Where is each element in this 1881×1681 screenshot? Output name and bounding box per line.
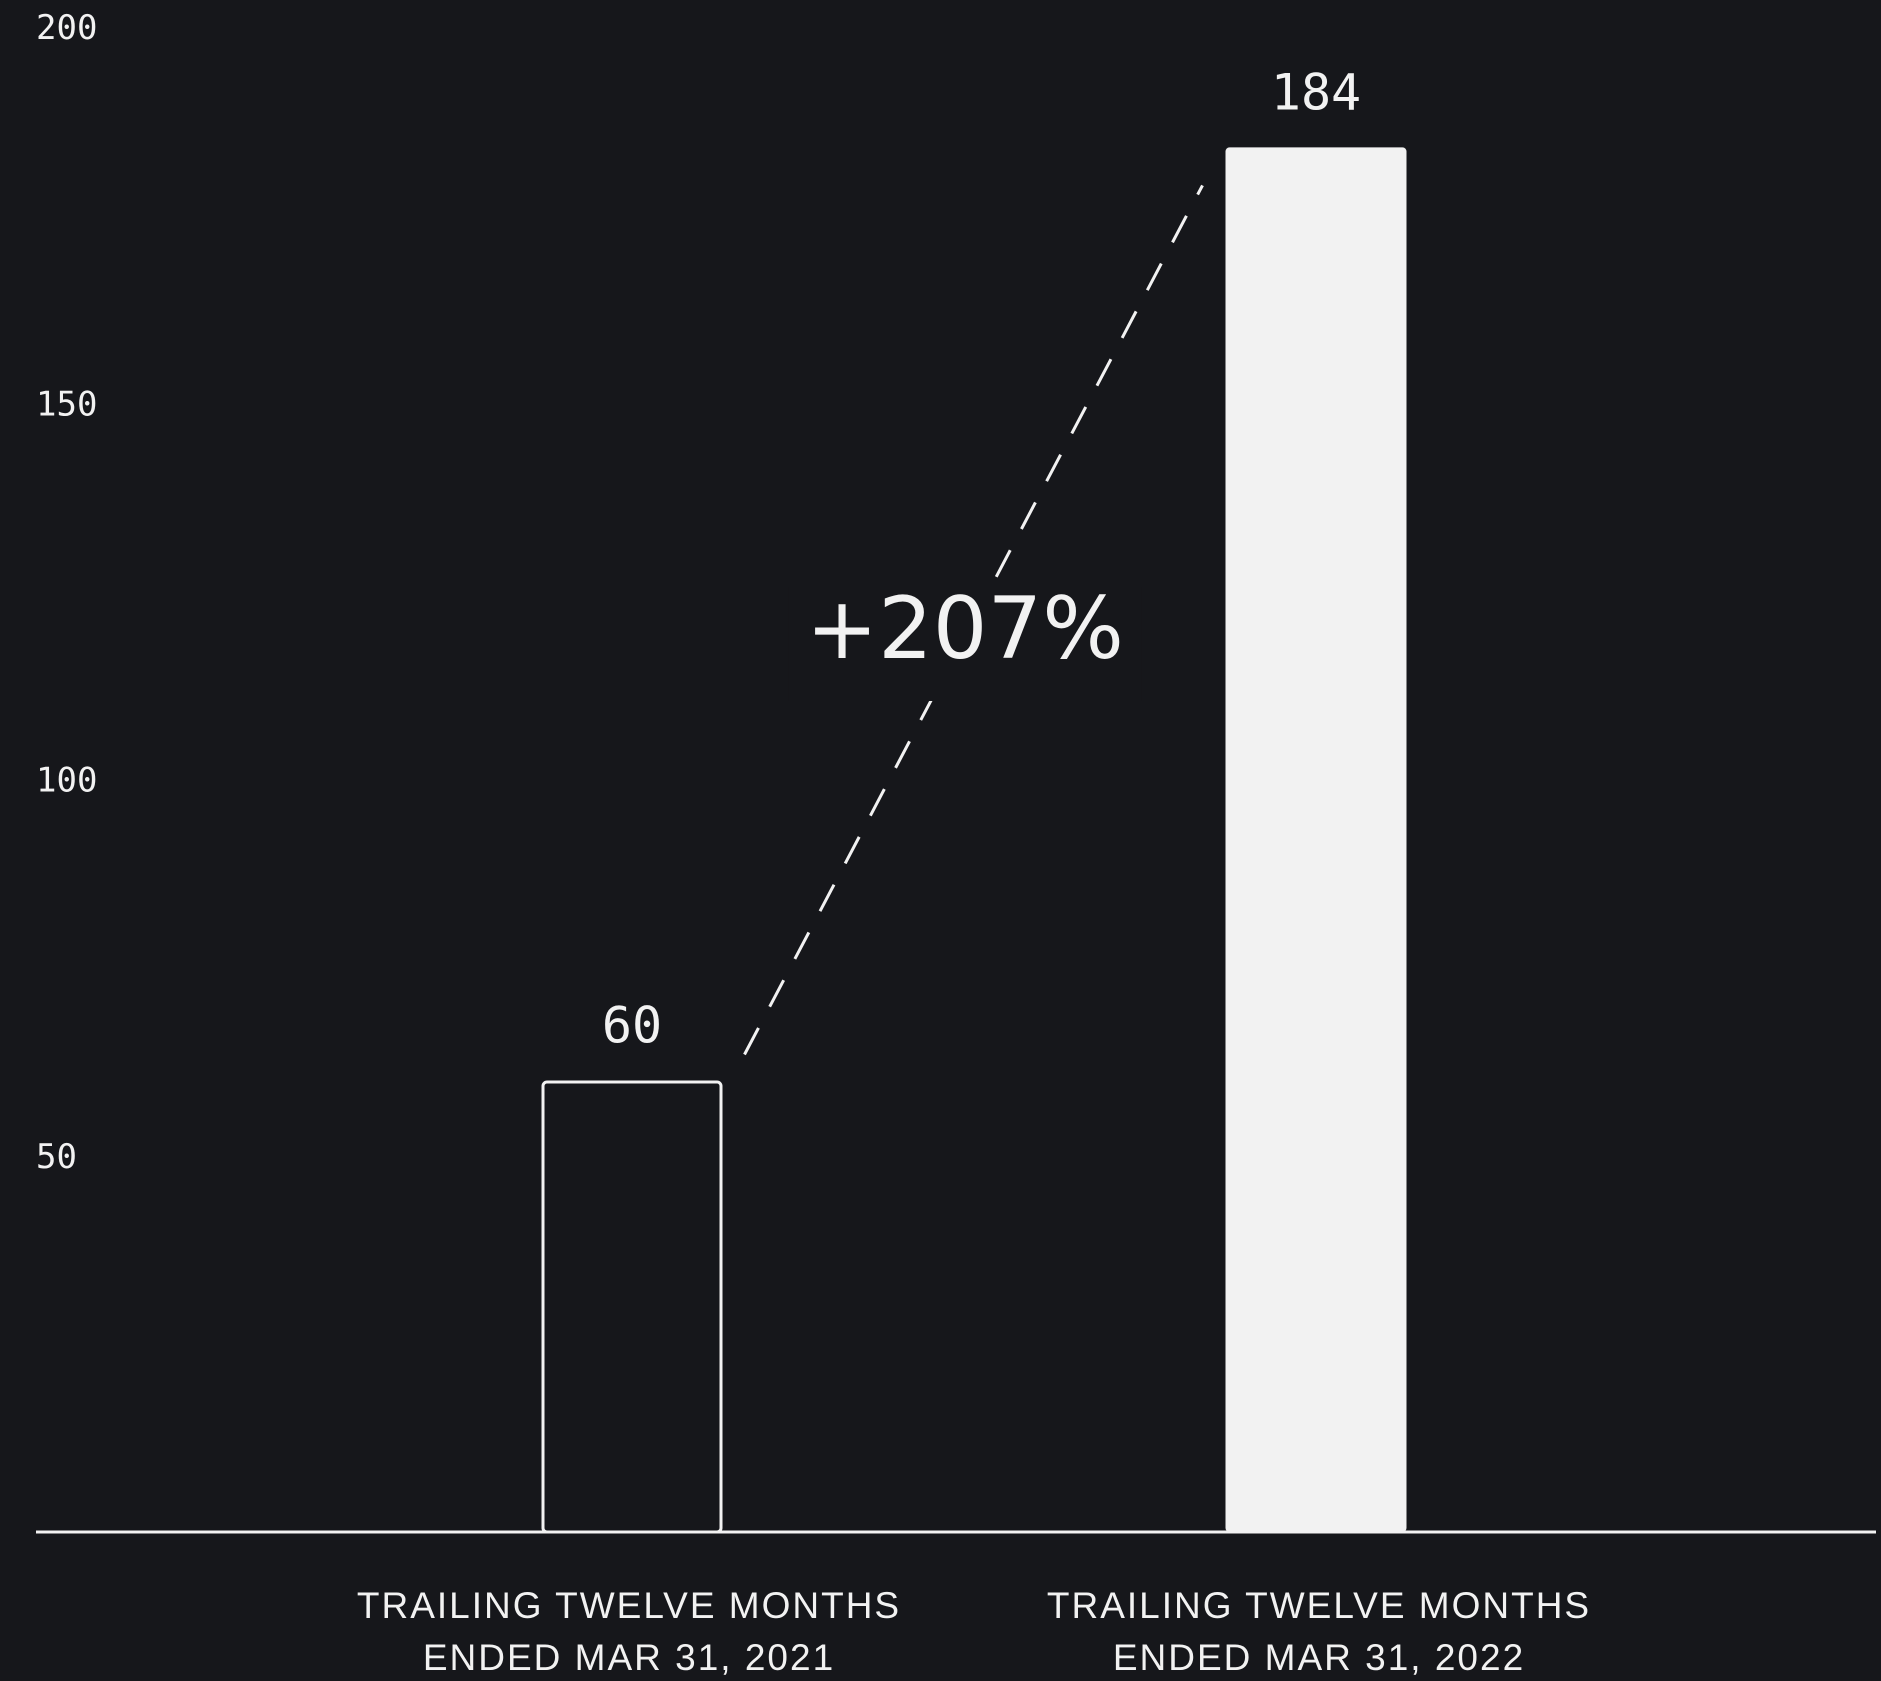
y-tick-label: 100: [36, 761, 97, 801]
x-tick-label: TRAILING TWELVE MONTHS: [357, 1585, 901, 1626]
x-axis-labels: TRAILING TWELVE MONTHS ENDED MAR 31, 2021…: [357, 1585, 1591, 1678]
y-tick-label: 200: [36, 8, 97, 48]
bar-value-label: 184: [1271, 63, 1361, 121]
bar: [541, 1080, 723, 1534]
bar-value-label: 60: [602, 997, 662, 1055]
growth-annotation-backdrop: [788, 587, 1142, 701]
x-tick-label: ENDED MAR 31, 2021: [423, 1637, 835, 1678]
bars: [541, 147, 1407, 1534]
growth-annotation: +207%: [806, 579, 1124, 679]
y-tick-label: 150: [36, 384, 97, 424]
x-tick-label: ENDED MAR 31, 2022: [1113, 1637, 1525, 1678]
x-tick-label: TRAILING TWELVE MONTHS: [1047, 1585, 1591, 1626]
value-labels: 60 184: [602, 63, 1361, 1054]
y-axis-ticks: 50 100 150 200: [36, 8, 97, 1177]
bar: [1225, 147, 1407, 1532]
y-tick-label: 50: [36, 1137, 77, 1177]
